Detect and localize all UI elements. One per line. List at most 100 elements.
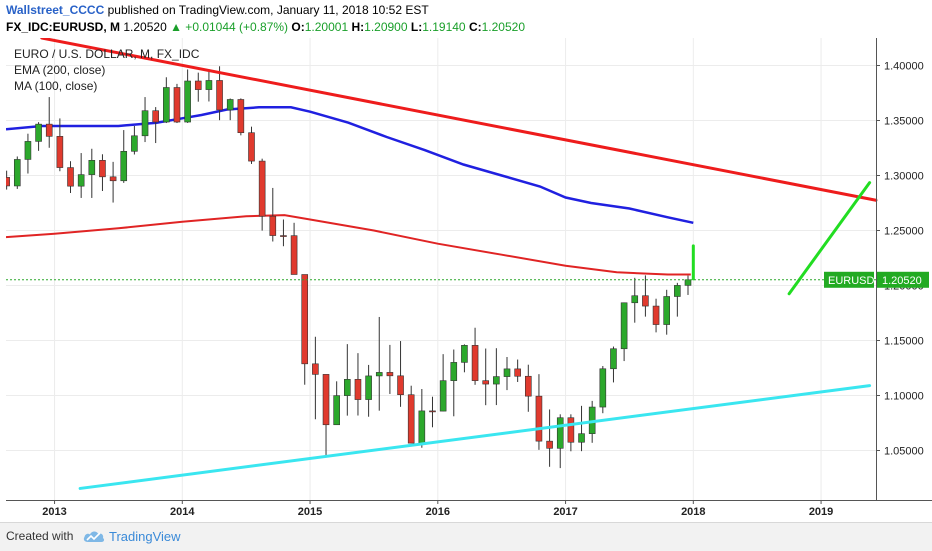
candle-body: [163, 87, 170, 123]
resistance-trendline: [40, 36, 878, 202]
candle-body: [13, 159, 21, 187]
candle-body: [184, 80, 191, 123]
support-trendline: [78, 384, 872, 490]
open-label: O:: [291, 20, 305, 34]
x-tick-label: 2015: [298, 506, 322, 518]
x-tick-label: 2016: [426, 506, 450, 518]
price-tag-bg: [877, 271, 929, 288]
candle-body: [301, 274, 309, 365]
y-tick-label: 1.05000: [884, 446, 924, 458]
candle-body: [109, 176, 117, 182]
candle-body: [546, 440, 553, 449]
candle-body: [514, 368, 521, 377]
candle-body: [67, 167, 74, 187]
price-tag: EURUSD 1.20520: [824, 271, 929, 288]
price-tag-value: 1.20520: [882, 275, 922, 287]
y-tick-label: 1.30000: [884, 171, 924, 183]
candle-body: [322, 374, 330, 426]
candle-body: [524, 375, 532, 397]
tradingview-link[interactable]: TradingView: [109, 529, 181, 544]
candle-body: [471, 345, 479, 381]
candle-body: [610, 348, 617, 370]
candle-body: [258, 160, 266, 217]
candle-body: [652, 305, 660, 325]
candle-body: [344, 379, 351, 396]
candle-body: [397, 375, 404, 396]
candle-body: [578, 433, 585, 443]
candle-body: [56, 136, 64, 168]
last-price: 1.20520: [123, 20, 167, 34]
candle-body: [365, 375, 372, 400]
tradingview-cloud-icon[interactable]: [82, 528, 106, 549]
high-label: H:: [351, 20, 365, 34]
trend-lines: [6, 36, 878, 490]
candle-body: [24, 141, 32, 160]
candle-body: [407, 394, 415, 444]
plot-background: [6, 38, 876, 500]
x-tick-label: 2018: [681, 506, 705, 518]
created-with-text: Created with: [6, 529, 74, 543]
legend-ema: EMA (200, close): [14, 63, 105, 77]
symbol-line: FX_IDC:EURUSD, M 1.20520 ▲ +0.01044 (+0.…: [6, 20, 525, 34]
candle-body: [535, 395, 543, 442]
candle-body: [45, 123, 53, 137]
y-tick-label: 1.35000: [884, 116, 924, 128]
candle-body: [226, 99, 234, 111]
price-change: ▲ +0.01044 (+0.87%): [170, 20, 289, 34]
candle-body: [631, 295, 639, 304]
author-link[interactable]: Wallstreet_CCCC: [6, 3, 105, 17]
candle-body: [663, 296, 670, 325]
candle-body: [482, 380, 490, 385]
candle-body: [599, 368, 607, 408]
symbol-name: FX_IDC:EURUSD, M: [6, 20, 121, 34]
candle-body: [99, 160, 106, 178]
symbol-tag-bg: [824, 271, 874, 288]
publish-info: published on TradingView.com, January 11…: [107, 3, 429, 17]
candle-body: [461, 345, 468, 363]
candle-body: [3, 177, 10, 187]
candle-body: [280, 235, 287, 237]
candles: [3, 66, 692, 469]
y-tick-label: 1.15000: [884, 336, 924, 348]
y-tick-label: 1.10000: [884, 391, 924, 403]
ema-200-line: [5, 214, 691, 276]
candle-body: [429, 410, 436, 413]
legend: EURO / U.S. DOLLAR, M, FX_IDC EMA (200, …: [14, 47, 200, 93]
candle-body: [131, 135, 138, 152]
candle-body: [439, 380, 447, 412]
publish-line: Wallstreet_CCCC published on TradingView…: [6, 3, 429, 17]
close-value: 1.20520: [481, 20, 526, 34]
candle-body: [418, 410, 426, 444]
x-tick-label: 2013: [42, 506, 66, 518]
candle-body: [120, 151, 128, 182]
candle-body: [354, 379, 362, 400]
x-tick-label: 2019: [809, 506, 833, 518]
candle-body: [290, 235, 298, 275]
candle-body: [684, 279, 692, 286]
candle-body: [503, 368, 511, 377]
chart-header: Wallstreet_CCCC published on TradingView…: [0, 0, 932, 38]
candle-body: [194, 80, 202, 90]
candle-body: [312, 363, 319, 375]
price-chart[interactable]: 1.400001.350001.300001.250001.200001.150…: [3, 36, 932, 522]
candle-body: [493, 376, 500, 385]
projection-line: [787, 181, 872, 296]
chart-area[interactable]: 1.400001.350001.300001.250001.200001.150…: [3, 36, 932, 522]
candle-body: [620, 302, 628, 350]
candle-body: [237, 99, 245, 134]
x-tick-label: 2014: [170, 506, 195, 518]
candle-body: [152, 110, 159, 123]
low-label: L:: [410, 20, 423, 34]
candle-body: [567, 417, 575, 443]
x-tick-label: 2017: [553, 506, 577, 518]
candle-body: [642, 295, 649, 307]
close-label: C:: [468, 20, 482, 34]
candle-body: [88, 160, 96, 175]
symbol-tag-label: EURUSD: [828, 275, 875, 287]
candle-body: [205, 80, 213, 90]
y-tick-label: 1.40000: [884, 61, 924, 73]
axes: 1.400001.350001.300001.250001.200001.150…: [6, 38, 932, 518]
open-value: 1.20001: [304, 20, 349, 34]
candle-body: [375, 372, 383, 377]
candle-body: [216, 80, 223, 111]
